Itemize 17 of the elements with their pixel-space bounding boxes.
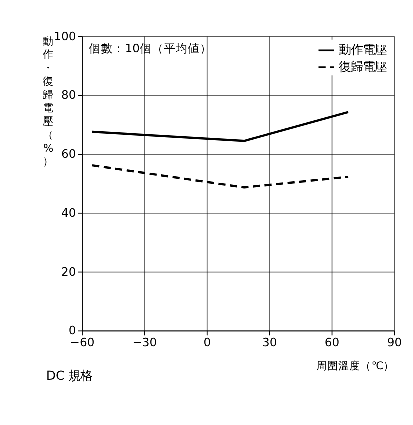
legend-label: 復歸電壓 [338,59,387,74]
x-tick-label: 0 [204,335,212,350]
y-tick-label: 0 [68,324,76,338]
x-tick-label: 90 [387,335,402,350]
legend-label: 動作電壓 [338,42,387,58]
x-tick-label: 60 [324,335,340,350]
y-tick-label: 20 [62,264,76,279]
y-tick-label: 100 [54,29,76,44]
text: 動作・復歸電壓（%） [43,34,54,168]
x-tick-label: −60 [70,335,95,350]
x-axis-title: 周圍溫度（℃） [316,360,395,373]
x-tick-label: −30 [132,335,158,350]
y-tick-label: 60 [62,147,76,162]
x-tick-label: 30 [262,335,278,350]
y-tick-label: 40 [62,206,76,220]
y-tick-label: 80 [62,88,76,102]
text: DC 規格 [46,368,93,383]
